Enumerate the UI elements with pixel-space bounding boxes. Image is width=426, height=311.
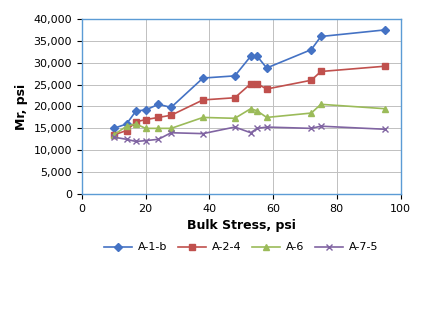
A-2-4 [169, 114, 174, 117]
A-2-4 [255, 82, 260, 86]
A-6 [156, 127, 161, 130]
A-7-5 [156, 137, 161, 141]
Line: A-1-b: A-1-b [111, 27, 388, 132]
A-1-b [255, 54, 260, 58]
A-2-4 [318, 70, 323, 73]
A-1-b [156, 102, 161, 106]
A-2-4 [143, 118, 148, 122]
A-2-4 [156, 116, 161, 119]
A-7-5 [133, 140, 138, 143]
A-6 [111, 133, 116, 137]
A-7-5 [248, 131, 253, 135]
A-7-5 [169, 131, 174, 135]
A-6 [169, 127, 174, 130]
A-1-b [264, 66, 269, 70]
A-2-4 [133, 120, 138, 124]
A-6 [232, 116, 237, 120]
A-1-b [200, 76, 205, 80]
A-7-5 [264, 125, 269, 129]
Line: A-7-5: A-7-5 [110, 123, 388, 145]
A-6 [133, 122, 138, 126]
A-2-4 [124, 129, 129, 132]
A-6 [248, 107, 253, 110]
Legend: A-1-b, A-2-4, A-6, A-7-5: A-1-b, A-2-4, A-6, A-7-5 [100, 238, 383, 257]
A-2-4 [248, 82, 253, 86]
A-1-b [169, 105, 174, 109]
A-6 [200, 116, 205, 119]
A-6 [264, 116, 269, 119]
A-7-5 [318, 124, 323, 128]
A-2-4 [200, 98, 205, 102]
Y-axis label: Mr, psi: Mr, psi [15, 83, 28, 130]
A-7-5 [124, 137, 129, 141]
A-6 [124, 124, 129, 128]
A-6 [309, 111, 314, 115]
A-2-4 [264, 87, 269, 91]
A-7-5 [255, 127, 260, 130]
A-1-b [111, 127, 116, 130]
A-1-b [318, 35, 323, 38]
A-7-5 [232, 125, 237, 129]
A-7-5 [309, 127, 314, 130]
A-2-4 [382, 64, 387, 68]
A-1-b [382, 28, 387, 32]
Line: A-6: A-6 [111, 101, 388, 138]
A-6 [318, 102, 323, 106]
A-1-b [124, 122, 129, 126]
X-axis label: Bulk Stress, psi: Bulk Stress, psi [187, 219, 296, 232]
A-1-b [248, 54, 253, 58]
A-1-b [232, 74, 237, 78]
A-1-b [133, 109, 138, 113]
A-7-5 [382, 128, 387, 131]
A-6 [382, 107, 387, 110]
A-1-b [143, 108, 148, 112]
A-7-5 [143, 139, 148, 142]
A-2-4 [111, 133, 116, 137]
A-7-5 [111, 135, 116, 139]
A-1-b [309, 48, 314, 52]
A-7-5 [200, 132, 205, 136]
A-2-4 [232, 96, 237, 100]
A-6 [143, 127, 148, 130]
A-2-4 [309, 78, 314, 82]
Line: A-2-4: A-2-4 [111, 63, 388, 138]
A-6 [255, 109, 260, 113]
